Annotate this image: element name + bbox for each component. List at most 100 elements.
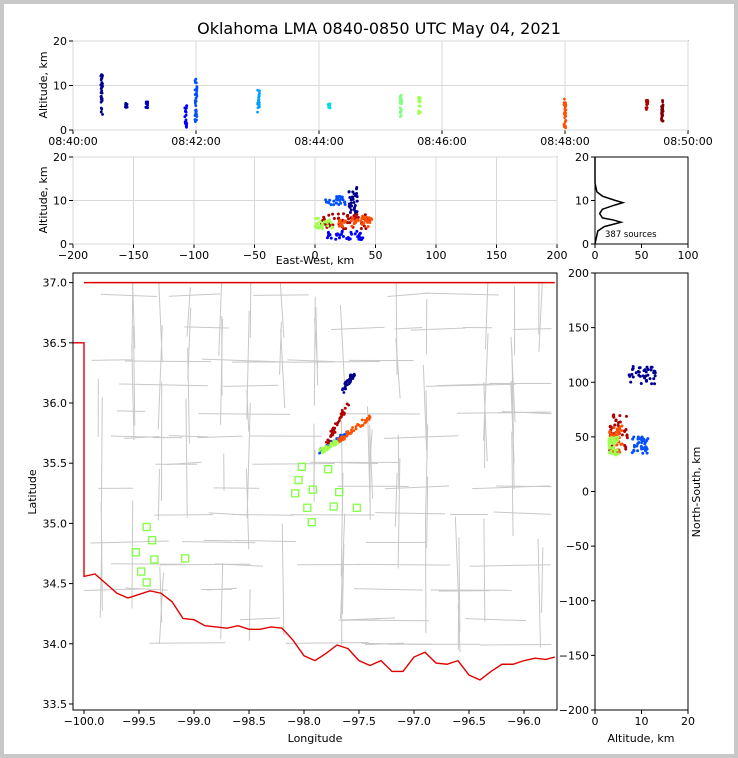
east-west-source: [336, 212, 340, 216]
plan-view-source: [331, 426, 335, 430]
plan-view-ytick-label: 37.0: [43, 277, 68, 290]
histogram-ytick-label: 0: [582, 238, 589, 251]
county-line: [253, 294, 309, 296]
lma-station-marker: [297, 462, 306, 471]
lma-station-marker: [307, 518, 316, 527]
county-line: [338, 462, 378, 464]
north-south-source: [614, 419, 618, 423]
figure-svg: Oklahoma LMA 0840-0850 UTC May 04, 2021 …: [26, 19, 713, 745]
lma-station-marker: [308, 485, 317, 494]
time-altitude-source: [183, 121, 187, 125]
plan-view-source: [363, 421, 367, 425]
plan-view-source: [342, 391, 346, 394]
county-line: [425, 390, 428, 459]
north-south-source: [631, 375, 635, 379]
county-line: [394, 472, 398, 527]
north-south-source: [650, 365, 654, 369]
east-west-xtick-label: 0: [312, 249, 319, 262]
plan-view-source: [322, 448, 325, 452]
north-south-ytick-label: −100: [559, 595, 589, 608]
county-line: [483, 518, 486, 622]
time-altitude-source: [146, 106, 150, 110]
plan-view-frame: [72, 272, 558, 711]
east-west-source: [369, 217, 373, 221]
plan-view-source: [333, 442, 337, 446]
north-south-source: [645, 365, 649, 369]
time-altitude-xtick-label: 08:44:00: [294, 135, 343, 148]
north-south-source: [641, 374, 645, 378]
lma-station-marker: [329, 502, 338, 511]
north-south-source: [612, 442, 616, 446]
county-line: [157, 469, 160, 521]
county-line: [84, 588, 145, 592]
north-south-source: [632, 443, 636, 447]
lma-station-marker: [352, 503, 361, 512]
county-line: [133, 326, 136, 426]
plan-view-ytick-label: 35.5: [43, 457, 68, 470]
east-west-source: [343, 219, 347, 223]
plan-view-source: [346, 433, 349, 436]
time-altitude-source: [327, 102, 330, 106]
east-west-source: [337, 202, 341, 206]
time-altitude-source: [328, 106, 332, 110]
east-west-source: [331, 225, 335, 229]
county-line: [239, 617, 280, 621]
plan-view-source: [326, 441, 330, 445]
east-west-source: [320, 223, 324, 227]
time-altitude-source: [185, 104, 189, 108]
east-west-xtick-label: 150: [486, 249, 507, 262]
time-altitude-source: [100, 98, 104, 102]
county-line: [394, 326, 423, 330]
county-line: [131, 344, 135, 441]
lma-station-marker: [294, 475, 303, 485]
plan-view-ytick-label: 35.0: [43, 517, 68, 530]
county-line: [313, 296, 316, 406]
lma-station-marker: [131, 548, 140, 557]
plan-view-xtick-label: −98.5: [232, 715, 266, 728]
county-line: [367, 406, 371, 504]
plan-view-xtick-label: −96.0: [507, 715, 541, 728]
county-line: [248, 589, 251, 641]
county-line: [454, 516, 460, 603]
county-line: [281, 523, 285, 636]
time-altitude-source: [193, 114, 197, 118]
north-south-source: [650, 382, 654, 386]
east-west-source: [334, 201, 338, 205]
north-south-source: [623, 429, 627, 433]
time-altitude-source: [99, 110, 103, 114]
plan-view-source: [347, 377, 351, 381]
county-line: [537, 538, 541, 648]
time-altitude-source: [562, 122, 566, 126]
time-altitude-source: [194, 81, 198, 85]
plan-view-source: [354, 425, 358, 428]
time-altitude-xtick-label: 08:40:00: [48, 135, 97, 148]
histogram-xtick-label: 0: [592, 249, 599, 262]
time-altitude-source: [399, 109, 402, 113]
time-altitude-source: [660, 115, 664, 119]
county-line: [198, 413, 291, 415]
east-west-source: [332, 203, 336, 207]
time-altitude-source: [564, 119, 568, 122]
county-line: [185, 398, 188, 518]
plan-view-source: [344, 387, 348, 391]
plan-view-source: [333, 430, 337, 434]
county-line: [339, 305, 346, 387]
north-south-ytick-label: 0: [582, 486, 589, 499]
time-altitude-source: [184, 106, 188, 110]
east-west-xtick-label: −100: [179, 249, 209, 262]
east-west-source: [352, 201, 356, 205]
north-south-source: [608, 425, 612, 429]
east-west-ylabel: Altitude, km: [37, 166, 50, 233]
east-west-source: [346, 221, 350, 225]
time-altitude-source: [564, 111, 568, 115]
east-west-source: [328, 232, 332, 236]
east-west-source: [361, 214, 365, 218]
north-south-ytick-label: −150: [559, 649, 589, 662]
north-south-panel: North-South, km Altitude, km: [594, 272, 703, 745]
north-south-source: [637, 366, 641, 370]
county-line: [511, 431, 514, 537]
plan-view-source: [342, 412, 346, 416]
east-west-source: [322, 220, 326, 224]
county-line: [100, 293, 157, 297]
plan-view-source: [347, 382, 351, 386]
